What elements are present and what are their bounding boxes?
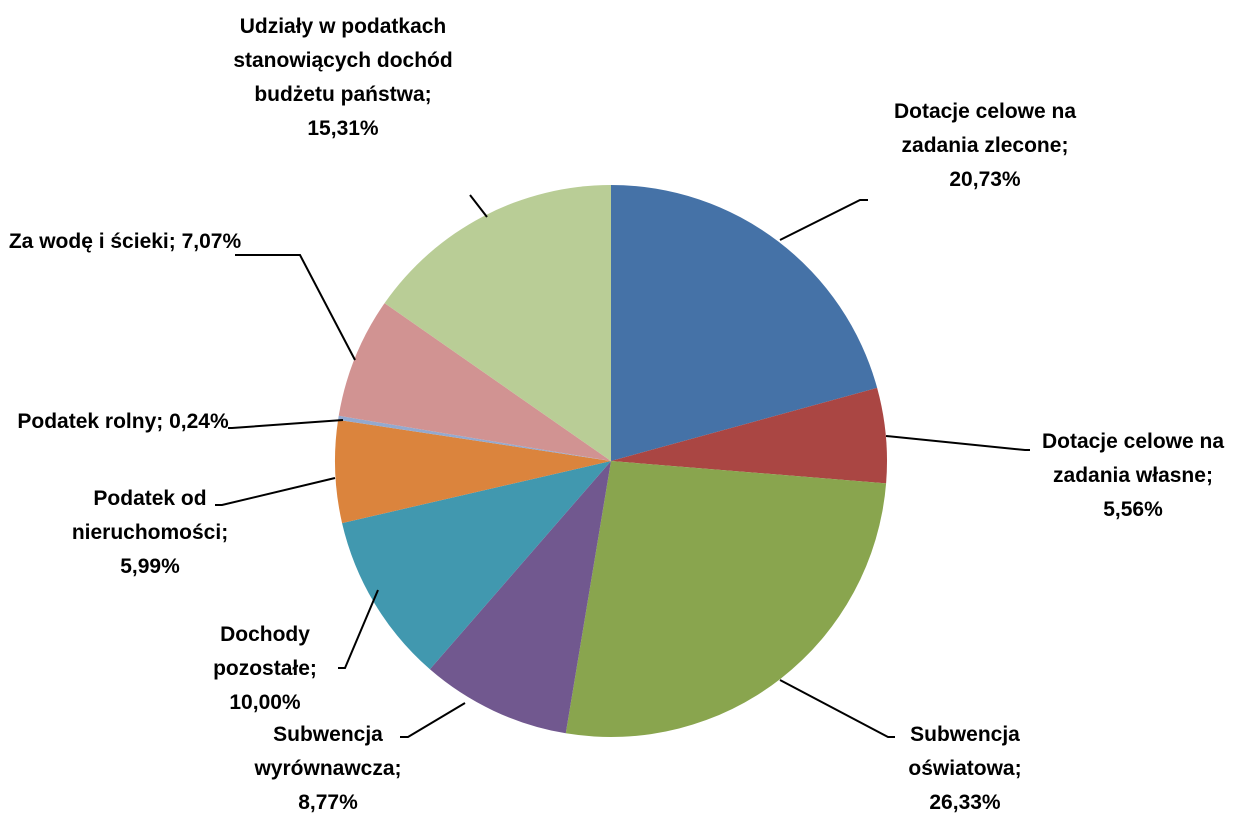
leader-line	[779, 199, 868, 241]
label-value: 0,24%	[169, 410, 229, 433]
pie-slice	[611, 185, 878, 461]
label-name: Udziały w podatkach stanowiących dochód …	[233, 15, 453, 106]
label-separator: ;	[394, 757, 402, 780]
data-label: Podatek rolny; 0,24%	[8, 405, 238, 439]
leader-line	[228, 419, 344, 429]
data-label: Za wodę i ścieki; 7,07%	[0, 225, 255, 259]
data-label: Dotacje celowe na zadania zlecone; 20,73…	[865, 95, 1105, 197]
data-label: Podatek od nieruchomości; 5,99%	[45, 482, 255, 584]
leader-line	[469, 194, 488, 218]
pie-slice	[565, 461, 887, 737]
pie-slice	[611, 387, 887, 484]
label-separator: ;	[424, 83, 432, 106]
pie-slice	[338, 415, 611, 461]
data-label: Dotacje celowe na zadania własne; 5,56%	[1028, 425, 1238, 527]
leader-line	[779, 679, 895, 738]
label-separator: ;	[221, 521, 229, 544]
label-separator: ;	[1061, 134, 1069, 157]
label-separator: ;	[309, 657, 317, 680]
label-value: 5,56%	[1103, 498, 1163, 521]
leader-line	[338, 589, 379, 669]
label-value: 15,31%	[307, 117, 379, 140]
label-value: 5,99%	[120, 555, 180, 578]
data-label: Subwencja oświatowa; 26,33%	[875, 718, 1055, 820]
label-value: 7,07%	[181, 230, 242, 253]
label-separator: ;	[1205, 464, 1213, 487]
data-label: Subwencja wyrównawcza; 8,77%	[223, 718, 433, 820]
pie-slice	[335, 419, 611, 524]
label-name: Subwencja wyrównawcza	[254, 723, 395, 780]
label-name: Za wodę i ścieki	[8, 230, 169, 253]
label-name: Dotacje celowe na zadania zlecone	[893, 100, 1077, 157]
leader-line	[885, 435, 1030, 451]
label-value: 8,77%	[298, 791, 358, 814]
pie-slice	[384, 185, 611, 461]
label-name: Subwencja oświatowa	[908, 723, 1020, 780]
label-name: Dochody pozostałe	[213, 623, 310, 680]
leader-line	[215, 477, 336, 506]
data-label: Udziały w podatkach stanowiących dochód …	[228, 10, 458, 146]
leader-line	[400, 702, 466, 738]
label-name: Podatek od nieruchomości	[71, 487, 222, 544]
label-separator: ;	[1014, 757, 1022, 780]
pie-slice	[342, 461, 611, 670]
label-separator: ;	[156, 410, 170, 433]
label-name: Dotacje celowe na zadania własne	[1041, 430, 1225, 487]
leader-line	[235, 254, 356, 361]
data-label: Dochody pozostałe; 10,00%	[180, 618, 350, 720]
label-value: 20,73%	[949, 168, 1021, 191]
label-separator: ;	[168, 230, 182, 253]
label-value: 26,33%	[929, 791, 1001, 814]
pie-slice	[429, 461, 611, 734]
pie-slice	[338, 303, 611, 461]
label-name: Podatek rolny	[17, 410, 157, 433]
label-value: 10,00%	[229, 691, 301, 714]
